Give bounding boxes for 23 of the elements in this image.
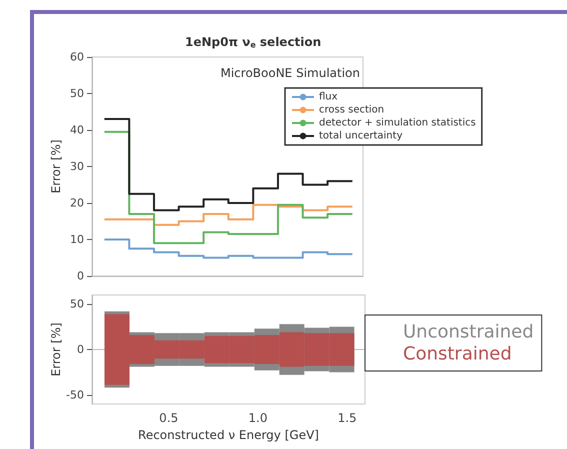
y-tick-label: 50 [70, 87, 84, 100]
x-tick-label: 1.0 [248, 411, 268, 425]
legend-label: total uncertainty [319, 130, 403, 142]
x-tick-label: 1.5 [338, 411, 357, 425]
legend-label: flux [319, 92, 338, 102]
y-tick-label: 40 [70, 124, 84, 136]
x-tick-label: 0.5 [159, 411, 178, 425]
annotation: MicroBooNE Simulation [220, 66, 360, 80]
y-tick-label: 0 [77, 343, 84, 356]
y-tick-label: 50 [70, 298, 84, 311]
legend-label: detector + simulation statistics [319, 118, 476, 128]
y-tick-label: 0 [77, 270, 84, 282]
legend-label: cross section [319, 104, 384, 116]
text: Constrained [403, 344, 512, 364]
y-tick-label: 10 [70, 233, 84, 246]
text: Unconstrained [403, 322, 534, 342]
y-tick-label: 20 [70, 196, 84, 210]
y-tick-label: 60 [70, 50, 84, 64]
y-axis-title: Error [%] [49, 140, 63, 194]
x-axis-title: Reconstructed ν Energy [GeV] [138, 428, 319, 442]
y-tick-label: 30 [70, 160, 84, 173]
y-axis-title: Error [%] [49, 322, 63, 376]
y-tick-label: -50 [66, 388, 84, 402]
